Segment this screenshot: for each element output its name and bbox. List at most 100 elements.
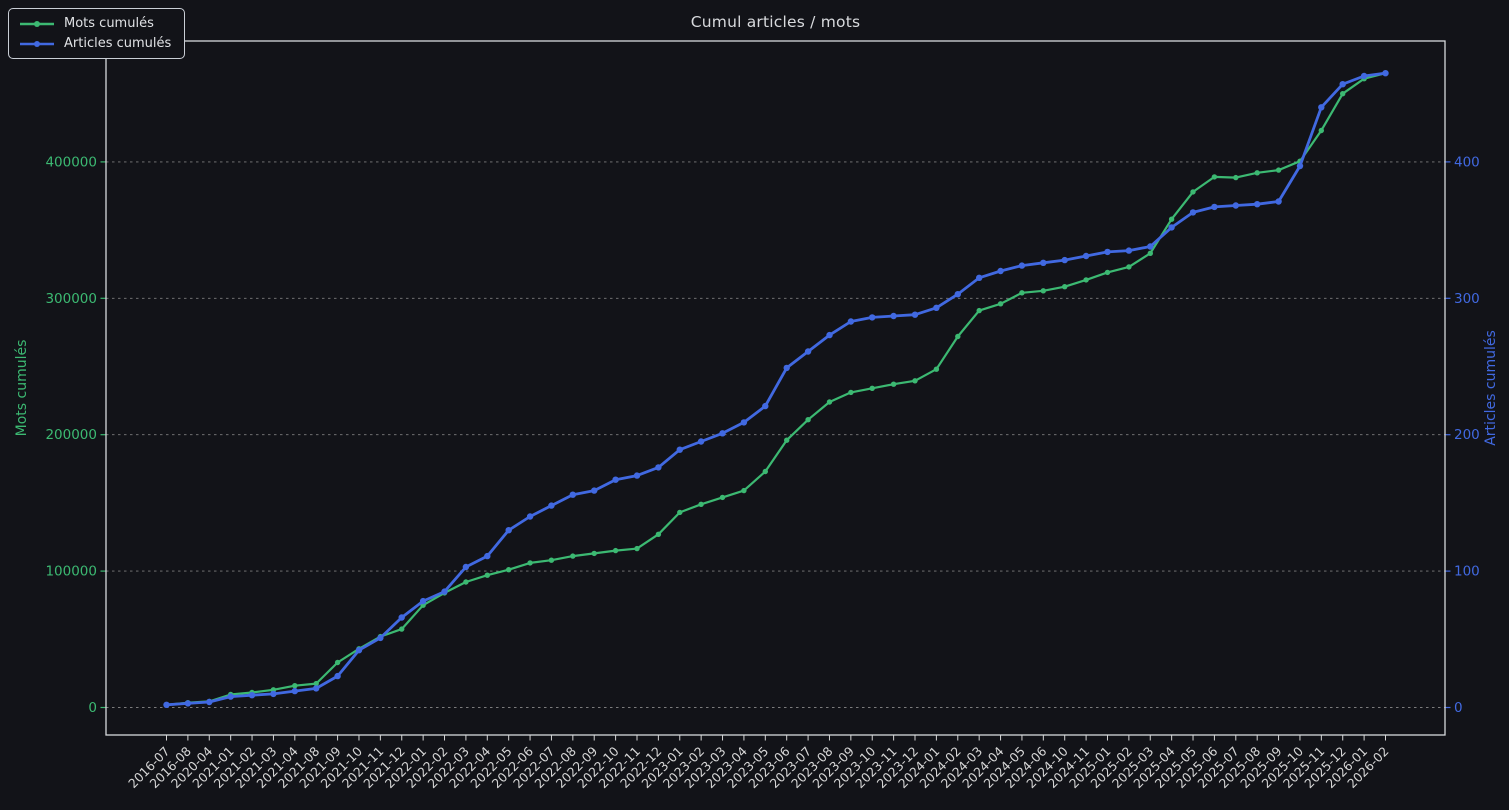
data-point [1318, 127, 1325, 134]
data-point [1104, 248, 1111, 256]
data-point [313, 680, 319, 687]
data-point [612, 547, 619, 554]
data-point [1147, 250, 1154, 256]
data-point [334, 672, 341, 680]
data-point [1168, 216, 1175, 222]
series-line-articles [165, 71, 1387, 707]
left-y-tick-label: 200000 [45, 427, 97, 443]
data-point [334, 659, 341, 666]
data-point [976, 307, 982, 314]
data-point [804, 348, 812, 355]
data-point [719, 430, 726, 437]
data-point [484, 552, 491, 560]
data-point [741, 487, 747, 494]
right-y-tick-label: 0 [1454, 700, 1463, 716]
data-point [783, 364, 790, 372]
data-point [634, 545, 640, 552]
right-y-tick-label: 200 [1454, 427, 1480, 443]
data-point [1275, 167, 1282, 173]
data-point [441, 588, 448, 595]
data-point [463, 579, 469, 585]
data-point [869, 385, 875, 391]
data-point [1318, 104, 1325, 111]
data-point [1232, 202, 1240, 209]
data-point [762, 402, 769, 410]
data-point [570, 553, 576, 559]
data-point [633, 472, 641, 479]
data-point [398, 614, 405, 621]
chart-title: Cumul articles / mots [690, 13, 861, 31]
data-point [911, 311, 919, 318]
data-point [869, 314, 876, 321]
data-point [1189, 209, 1197, 216]
data-point [1211, 174, 1218, 180]
right-y-tick-label: 100 [1454, 564, 1480, 580]
data-point [399, 626, 405, 632]
data-point [313, 685, 320, 692]
data-point [270, 690, 277, 698]
data-point [1339, 81, 1346, 88]
data-point [1254, 170, 1260, 176]
data-point [890, 312, 897, 320]
legend-line-icon [20, 40, 54, 47]
data-point [784, 437, 790, 443]
data-point [933, 304, 940, 311]
data-point [1211, 203, 1218, 211]
left-y-tick-label: 0 [88, 700, 97, 716]
data-point [1233, 174, 1239, 181]
legend-line-icon [20, 20, 54, 27]
data-point [1061, 256, 1068, 264]
plot-border [105, 40, 1446, 736]
data-point [163, 701, 170, 708]
data-point [506, 567, 512, 573]
data-point [292, 683, 298, 689]
data-point [719, 494, 726, 501]
data-point [954, 291, 961, 298]
data-point [1125, 247, 1133, 254]
data-point [526, 513, 534, 520]
data-point [847, 318, 855, 325]
data-point [1083, 277, 1089, 283]
data-point [698, 501, 704, 507]
data-point [462, 563, 470, 571]
data-point [591, 487, 598, 494]
data-point [1019, 290, 1025, 296]
data-point [527, 560, 533, 566]
data-point [826, 331, 833, 339]
data-point [1254, 201, 1261, 208]
data-point [677, 509, 683, 516]
data-point [740, 419, 748, 426]
data-point [676, 446, 683, 453]
data-point [484, 572, 490, 578]
data-point [505, 527, 512, 534]
data-point [419, 597, 427, 605]
data-point [1040, 288, 1047, 294]
data-point [890, 381, 897, 387]
data-point [1168, 224, 1175, 231]
right-y-tick-label: 400 [1454, 154, 1480, 170]
data-point [912, 378, 918, 384]
data-point [933, 366, 940, 372]
data-point [184, 700, 192, 707]
data-point [955, 333, 961, 340]
legend-label: Articles cumulés [64, 36, 172, 51]
data-point [848, 389, 854, 396]
data-point [1126, 264, 1132, 270]
data-point [227, 693, 234, 700]
data-point [377, 634, 384, 642]
right-y-tick-label: 300 [1454, 291, 1480, 307]
legend-label: Mots cumulés [64, 16, 154, 31]
data-point [591, 550, 597, 557]
data-point [697, 438, 705, 445]
data-point [1275, 198, 1282, 205]
right-axis-title: Articles cumulés [1483, 330, 1499, 446]
data-point [548, 557, 555, 563]
left-y-tick-label: 300000 [45, 291, 97, 307]
data-point [1040, 259, 1047, 266]
data-point [1104, 269, 1111, 276]
left-y-tick-label: 100000 [45, 564, 97, 580]
data-point [655, 531, 662, 537]
data-point [291, 687, 298, 695]
data-point [569, 491, 576, 498]
data-point [1340, 91, 1346, 97]
